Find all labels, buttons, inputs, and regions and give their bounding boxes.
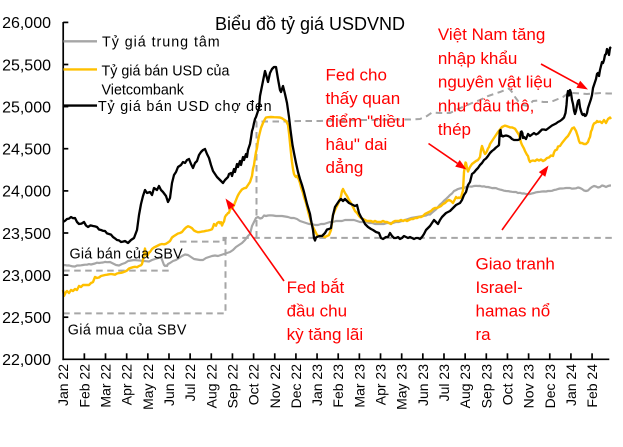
svg-text:như dầu thô,: như dầu thô, — [438, 96, 534, 115]
svg-text:ra: ra — [476, 325, 492, 344]
svg-text:Sep 22: Sep 22 — [224, 364, 240, 409]
svg-text:Fed cho: Fed cho — [326, 66, 387, 85]
svg-text:Jan 24: Jan 24 — [563, 364, 579, 406]
svg-text:Tỷ giá bán USD chợ đen: Tỷ giá bán USD chợ đen — [98, 99, 272, 115]
svg-text:22,000: 22,000 — [2, 352, 51, 369]
svg-text:Giá mua của SBV: Giá mua của SBV — [68, 323, 187, 339]
svg-text:Jun 22: Jun 22 — [161, 364, 177, 406]
svg-text:Vietcombank: Vietcombank — [102, 83, 185, 99]
svg-text:thấy quan: thấy quan — [326, 89, 401, 108]
svg-text:Israel-: Israel- — [476, 278, 523, 297]
svg-text:kỳ tăng lãi: kỳ tăng lãi — [287, 325, 364, 344]
svg-text:Apr 23: Apr 23 — [373, 364, 389, 405]
svg-text:24,500: 24,500 — [2, 142, 51, 159]
svg-text:23,500: 23,500 — [2, 226, 51, 243]
svg-text:Jun 23: Jun 23 — [415, 364, 431, 406]
svg-text:Mar 23: Mar 23 — [351, 364, 367, 408]
svg-text:22,500: 22,500 — [2, 310, 51, 327]
svg-text:26,000: 26,000 — [2, 15, 51, 32]
svg-text:Jul 22: Jul 22 — [182, 364, 198, 402]
svg-text:Tỷ giá bán USD của: Tỷ giá bán USD của — [102, 64, 230, 80]
svg-text:Dec 23: Dec 23 — [542, 364, 558, 409]
svg-text:Jan 22: Jan 22 — [55, 364, 71, 406]
svg-text:Aug 23: Aug 23 — [457, 364, 473, 409]
svg-text:đầu chu: đầu chu — [287, 301, 348, 320]
svg-text:Giá bán của SBV: Giá bán của SBV — [70, 247, 184, 263]
svg-text:nhập khẩu: nhập khẩu — [438, 49, 517, 68]
svg-text:Dec 22: Dec 22 — [288, 364, 304, 409]
svg-text:Aug 22: Aug 22 — [203, 364, 219, 409]
svg-text:Apr 22: Apr 22 — [119, 364, 135, 405]
svg-text:Mar 22: Mar 22 — [98, 364, 114, 408]
svg-text:Sep 23: Sep 23 — [478, 364, 494, 409]
svg-text:nguyên vật liệu: nguyên vật liệu — [438, 73, 552, 92]
svg-text:24,000: 24,000 — [2, 184, 51, 201]
svg-text:May 23: May 23 — [394, 364, 410, 410]
svg-text:Giao tranh: Giao tranh — [476, 255, 555, 274]
svg-text:điểm "diều: điểm "diều — [326, 112, 406, 131]
svg-text:25,000: 25,000 — [2, 99, 51, 116]
svg-text:Tỷ giá trung tâm: Tỷ giá trung tâm — [102, 34, 221, 50]
svg-text:Feb 23: Feb 23 — [330, 364, 346, 408]
svg-text:Oct 23: Oct 23 — [499, 364, 515, 405]
svg-text:Biểu đồ tỷ giá USDVND: Biểu đồ tỷ giá USDVND — [215, 14, 405, 34]
svg-text:Feb 22: Feb 22 — [76, 364, 92, 408]
svg-text:thép: thép — [438, 120, 471, 139]
svg-text:hamas nổ: hamas nổ — [476, 302, 551, 321]
svg-text:May 22: May 22 — [140, 364, 156, 410]
svg-text:Fed bắt: Fed bắt — [287, 278, 345, 297]
svg-text:Nov 22: Nov 22 — [267, 364, 283, 409]
svg-text:25,500: 25,500 — [2, 57, 51, 74]
svg-text:Oct 22: Oct 22 — [246, 364, 262, 405]
svg-text:hâu" dai: hâu" dai — [326, 135, 388, 154]
svg-text:23,000: 23,000 — [2, 268, 51, 285]
svg-text:Feb 24: Feb 24 — [584, 364, 600, 408]
svg-text:Việt Nam tăng: Việt Nam tăng — [438, 25, 545, 44]
svg-text:Nov 23: Nov 23 — [521, 364, 537, 409]
svg-text:Jan 23: Jan 23 — [309, 364, 325, 406]
svg-text:Jul 23: Jul 23 — [436, 364, 452, 402]
svg-text:dẳng: dẳng — [326, 158, 364, 177]
